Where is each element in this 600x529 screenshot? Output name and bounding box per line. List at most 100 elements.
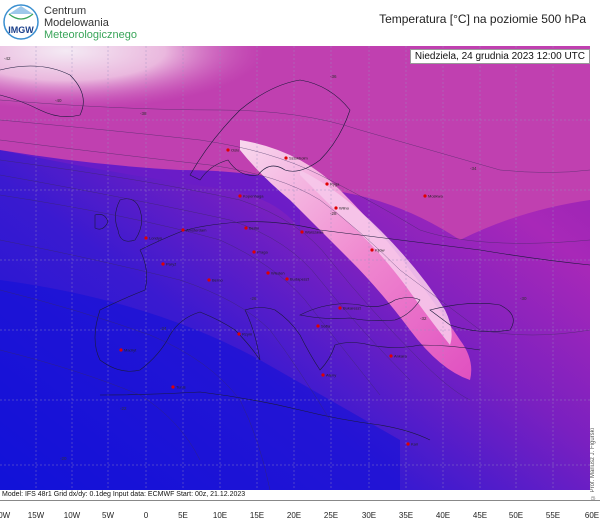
city-berlin: Berlin	[244, 226, 259, 231]
city-dot	[244, 226, 248, 230]
longitude-tick: 35E	[398, 511, 414, 520]
city-label: Sztokholm	[289, 156, 308, 161]
city-dot	[300, 230, 304, 234]
city-label: Amsterdam	[186, 228, 207, 233]
city-kijów: Kijów	[370, 248, 385, 253]
city-label: Moskwa	[428, 194, 443, 199]
city-label: Madryt	[124, 348, 137, 353]
imgw-logo: IMGW	[3, 2, 39, 42]
city-label: Londyn	[149, 236, 162, 241]
longitude-tick: 0	[143, 511, 149, 520]
city-kopenhaga: Kopenhaga	[238, 194, 264, 199]
svg-text:-20: -20	[60, 456, 67, 461]
city-dot	[389, 354, 393, 358]
city-londyn: Londyn	[144, 236, 162, 241]
longitude-tick: 60E	[584, 511, 600, 520]
city-label: Berlin	[249, 226, 259, 231]
svg-text:IMGW: IMGW	[8, 25, 34, 35]
city-dot	[316, 324, 320, 328]
city-ankara: Ankara	[389, 354, 407, 359]
city-dot	[238, 194, 242, 198]
city-label: Kair	[411, 442, 419, 447]
city-dot	[252, 250, 256, 254]
svg-text:-38: -38	[140, 111, 147, 116]
longitude-axis: 20W 15W 10W 5W 0 5E 10E 15E 20E 25E 30E 35E 40E 45E 50…	[0, 500, 600, 529]
city-label: Ateny	[326, 373, 336, 378]
city-rzym: Rzym	[237, 332, 253, 337]
city-amsterdam: Amsterdam	[181, 228, 207, 233]
cold-core	[300, 170, 452, 345]
longitude-tick: 10E	[212, 511, 228, 520]
svg-text:-28: -28	[330, 211, 337, 216]
city-markers: Oslo Sztokholm Ryga Kopenhaga Wilno Moskwa Ams…	[119, 148, 443, 447]
city-dot	[406, 442, 410, 446]
longitude-tick: 10W	[63, 511, 81, 520]
longitude-tick: 55E	[545, 511, 561, 520]
isotherms	[0, 99, 590, 490]
city-dot	[423, 194, 427, 198]
longitude-tick: 40E	[435, 511, 451, 520]
svg-text:-40: -40	[55, 98, 62, 103]
city-praga: Praga	[252, 250, 268, 255]
city-label: Budapeszt	[290, 277, 310, 282]
city-label: Bukareszt	[343, 306, 362, 311]
svg-text:-24: -24	[160, 326, 167, 331]
city-ryga: Ryga	[325, 182, 340, 187]
city-dot	[161, 262, 165, 266]
city-dot	[207, 278, 211, 282]
city-oslo: Oslo	[226, 148, 240, 153]
header: IMGW Centrum Modelowania Meteorologiczne…	[0, 0, 600, 46]
city-label: Wilno	[339, 206, 350, 211]
svg-text:-22: -22	[120, 406, 127, 411]
city-label: Kijów	[375, 248, 385, 253]
city-warszawa: Warszawa	[300, 230, 324, 235]
city-wilno: Wilno	[334, 206, 350, 211]
city-label: Kopenhaga	[243, 194, 264, 199]
city-moskwa: Moskwa	[423, 194, 443, 199]
longitude-tick: 50E	[508, 511, 524, 520]
city-dot	[171, 385, 175, 389]
longitude-tick: 20E	[286, 511, 302, 520]
svg-text:-32: -32	[420, 316, 427, 321]
city-dot	[226, 148, 230, 152]
city-label: Sofia	[321, 324, 331, 329]
city-dot	[334, 206, 338, 210]
svg-text:-30: -30	[520, 296, 527, 301]
city-bukareszt: Bukareszt	[338, 306, 362, 311]
organization-name: Centrum Modelowania Meteorologicznego	[44, 5, 137, 41]
city-dot	[325, 182, 329, 186]
svg-text:-36: -36	[330, 74, 337, 79]
city-label: Warszawa	[305, 230, 324, 235]
temperature-map: -42 -40 -38 -36 -34 -32 -30 -28 -26 -24 …	[0, 46, 590, 490]
city-sztokholm: Sztokholm	[284, 156, 308, 161]
city-ateny: Ateny	[321, 373, 336, 378]
city-label: Ankara	[394, 354, 407, 359]
city-madryt: Madryt	[119, 348, 137, 353]
map-title: Temperatura [°C] na poziomie 500 hPa	[379, 12, 586, 26]
city-label: Oslo	[231, 148, 240, 153]
city-dot	[144, 236, 148, 240]
isotherm-labels: -42 -40 -38 -36 -34 -32 -30 -28 -26 -24 …	[4, 56, 527, 461]
city-label: Ryga	[330, 182, 340, 187]
org-line-2: Modelowania	[44, 17, 109, 29]
longitude-tick: 5W	[102, 511, 114, 520]
city-budapeszt: Budapeszt	[285, 277, 310, 282]
longitude-tick: 25E	[323, 511, 339, 520]
longitude-tick: 5E	[178, 511, 188, 520]
city-label: Tunis	[176, 385, 186, 390]
svg-text:-26: -26	[250, 296, 257, 301]
city-dot	[284, 156, 288, 160]
city-dot	[237, 332, 241, 336]
longitude-tick: 45E	[472, 511, 488, 520]
author-credit: © Prof. Mariusz J. Figurski	[590, 427, 596, 500]
city-sofia: Sofia	[316, 324, 331, 329]
org-line-3: Meteorologicznego	[44, 29, 137, 41]
warm-south	[0, 280, 400, 490]
svg-text:-34: -34	[470, 166, 477, 171]
city-wiedeń: Wiedeń	[266, 271, 285, 276]
arctic-region	[0, 46, 330, 144]
cold-trough	[240, 140, 472, 380]
city-dot	[266, 271, 270, 275]
city-dot	[119, 348, 123, 352]
longitude-tick: 30E	[361, 511, 377, 520]
